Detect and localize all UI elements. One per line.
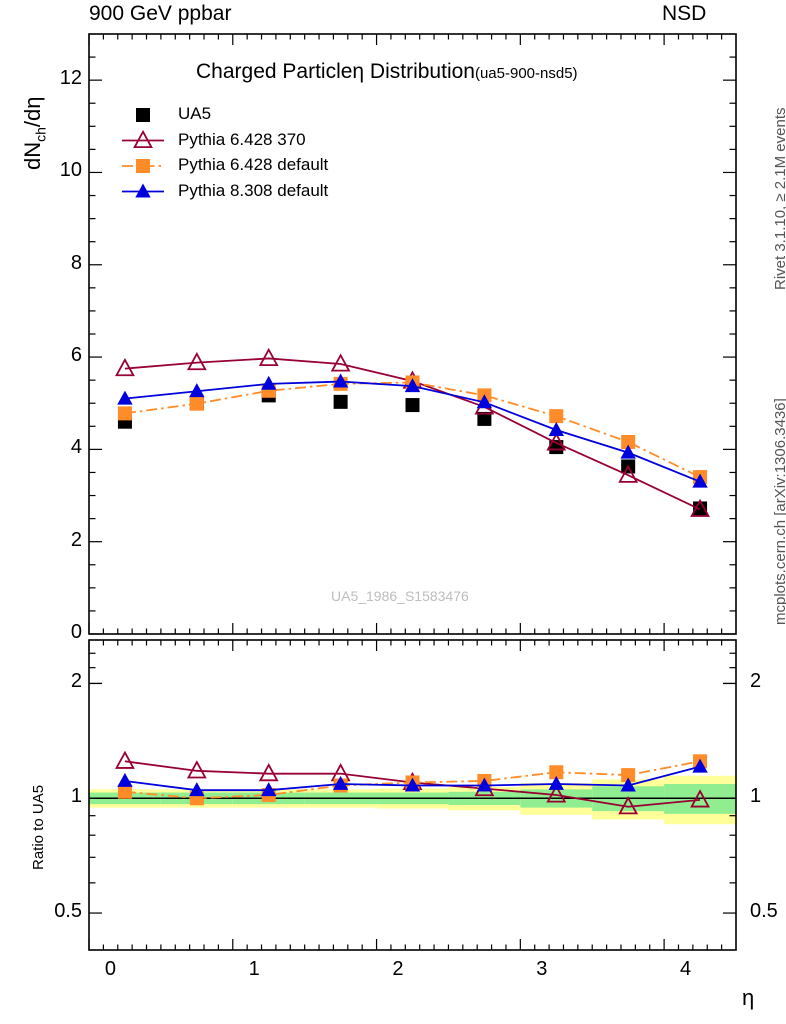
data-marker xyxy=(549,765,564,780)
data-marker xyxy=(548,421,564,436)
data-marker xyxy=(332,373,349,388)
plot-title-main: Charged Particleη Distribution xyxy=(196,60,475,83)
data-marker xyxy=(620,777,636,792)
data-marker xyxy=(332,775,349,790)
data-marker xyxy=(115,357,135,377)
analysis-watermark: UA5_1986_S1583476 xyxy=(331,588,469,604)
series-1-main xyxy=(115,347,710,517)
data-marker xyxy=(476,394,493,409)
x-tick-label: 0 xyxy=(104,958,116,980)
series-3-main xyxy=(117,373,708,488)
x-axis-label: η xyxy=(742,985,755,1010)
data-marker xyxy=(548,775,564,790)
x-tick-label: 4 xyxy=(679,958,692,980)
data-marker xyxy=(404,378,421,393)
data-marker xyxy=(189,383,205,398)
header-left-label: 900 GeV ppbar xyxy=(89,2,232,25)
ratio-series-2 xyxy=(117,758,708,797)
y-tick-label-ratio-right: 2 xyxy=(750,670,762,693)
y-tick-label-ratio-left: 1 xyxy=(70,785,82,808)
data-marker xyxy=(115,750,135,769)
data-marker xyxy=(690,498,710,517)
data-marker xyxy=(690,789,710,808)
legend-label-0: UA5 xyxy=(178,104,212,123)
data-marker xyxy=(477,411,492,426)
data-marker xyxy=(404,777,421,792)
y-tick-label-ratio-right: 1 xyxy=(750,785,762,808)
data-marker xyxy=(258,763,279,782)
legend-label-3: Pythia 8.308 default xyxy=(178,180,329,200)
x-tick-label: 1 xyxy=(248,958,260,980)
data-marker xyxy=(261,375,277,390)
data-marker xyxy=(136,159,150,173)
x-tick-label: 2 xyxy=(392,958,404,980)
data-marker xyxy=(476,777,493,792)
x-tick-label: 3 xyxy=(536,958,548,980)
data-marker xyxy=(186,351,207,371)
rivet-version-label: Rivet 3.1.10, ≥ 2.1M events xyxy=(772,107,786,291)
data-marker xyxy=(546,784,567,803)
data-marker xyxy=(621,435,636,449)
data-marker xyxy=(186,760,207,779)
data-marker xyxy=(261,782,277,797)
y-tick-label-main: 6 xyxy=(70,344,82,367)
plot-title: Charged Particleη Distribution(ua5-900-n… xyxy=(196,60,578,84)
header-right-label: NSD xyxy=(662,2,707,25)
legend-label-2: Pythia 6.428 default xyxy=(178,155,329,174)
main-panel-frame xyxy=(88,33,737,635)
data-marker xyxy=(133,129,153,149)
y-tick-label-ratio-left: 2 xyxy=(70,670,82,693)
data-marker xyxy=(330,353,351,372)
data-marker xyxy=(620,444,636,459)
plot-title-sub: (ua5-900-nsd5) xyxy=(474,65,578,82)
data-marker xyxy=(549,409,564,424)
y-tick-label-main: 4 xyxy=(70,436,82,459)
legend xyxy=(122,108,164,198)
y-tick-label-main: 8 xyxy=(70,251,82,274)
data-marker xyxy=(117,772,133,787)
data-marker xyxy=(258,347,279,367)
series-line xyxy=(124,380,701,483)
y-tick-label-main: 10 xyxy=(59,159,82,182)
data-marker xyxy=(618,464,639,483)
data-marker xyxy=(189,782,205,797)
y-tick-label-main: 0 xyxy=(70,621,82,643)
data-marker xyxy=(189,396,204,411)
data-marker xyxy=(135,183,151,198)
y-tick-label-ratio-right: 0.5 xyxy=(750,900,778,923)
series-line xyxy=(124,381,701,478)
data-marker xyxy=(117,390,133,405)
data-marker xyxy=(692,758,708,773)
data-marker xyxy=(117,784,132,799)
data-marker xyxy=(333,394,348,409)
y-tick-label-main: 2 xyxy=(70,528,82,551)
legend-label-1: Pythia 6.428 370 xyxy=(178,129,306,149)
data-marker xyxy=(618,796,639,815)
series-0-main xyxy=(117,388,708,516)
data-marker xyxy=(621,768,636,783)
data-marker xyxy=(136,108,150,122)
ratio-panel-frame xyxy=(88,639,737,951)
data-marker xyxy=(405,398,420,413)
data-marker xyxy=(546,432,567,451)
y-tick-label-ratio-left: 0.5 xyxy=(54,900,82,923)
data-marker xyxy=(117,406,132,421)
data-marker xyxy=(692,473,708,488)
mcplots-reference-label: mcplots.cern.ch [arXiv:1306.3436] xyxy=(772,398,786,625)
y-tick-label-main: 12 xyxy=(59,67,82,90)
